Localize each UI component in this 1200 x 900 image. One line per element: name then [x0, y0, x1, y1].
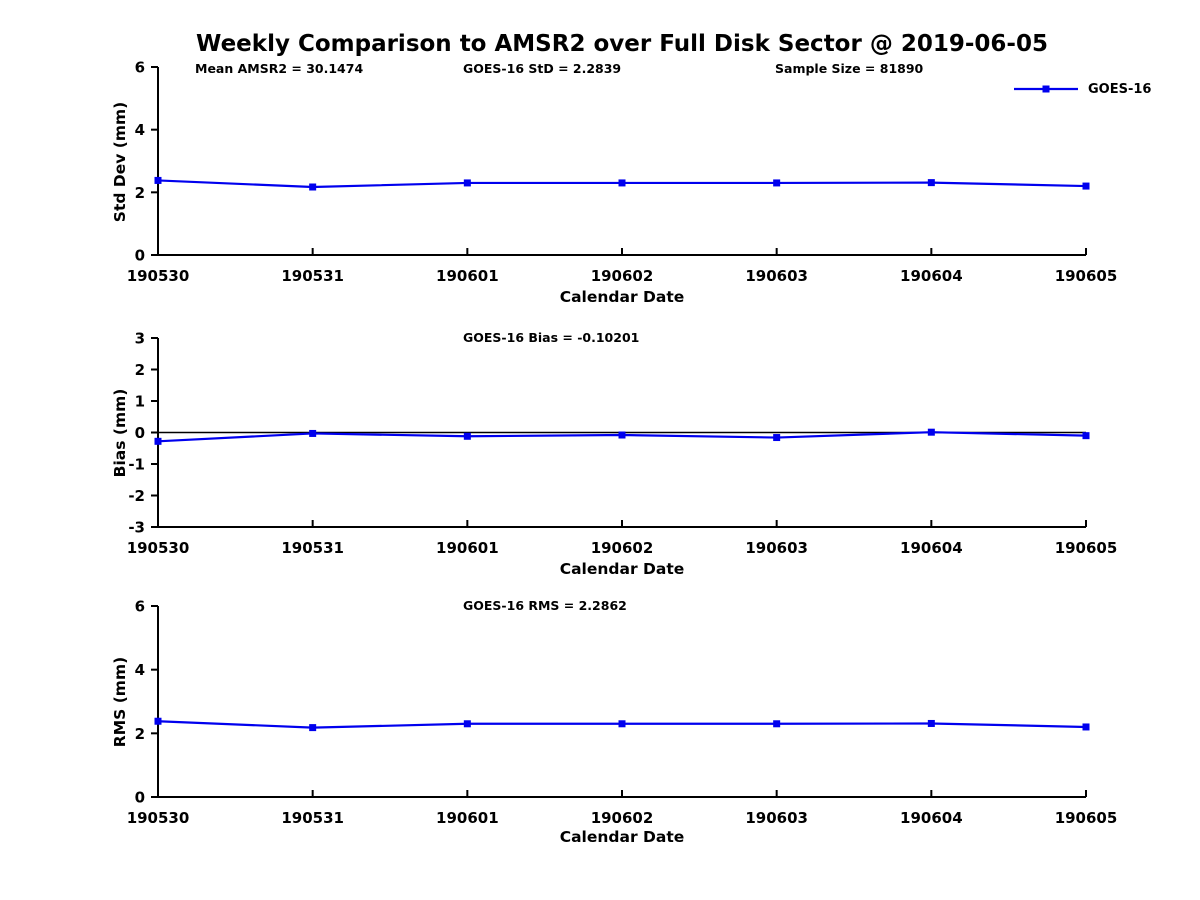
y-axis-label-std-dev: Std Dev (mm) [111, 101, 129, 223]
annotation-goes16-rms: GOES-16 RMS = 2.2862 [463, 598, 627, 613]
annotation-goes16-std: GOES-16 StD = 2.2839 [463, 61, 622, 76]
y-tick-label: -2 [128, 487, 145, 505]
x-tick-label: 190605 [1055, 267, 1118, 285]
x-tick-label: 190604 [900, 539, 963, 557]
y-tick-label: 3 [135, 330, 145, 348]
x-tick-label: 190530 [127, 809, 190, 827]
figure-title: Weekly Comparison to AMSR2 over Full Dis… [196, 31, 1048, 57]
legend-label: GOES-16 [1088, 81, 1152, 97]
y-tick-label: 6 [135, 59, 145, 77]
data-point-marker [1082, 182, 1090, 190]
annotation-mean-amsr2: Mean AMSR2 = 30.1474 [195, 61, 364, 76]
data-point-marker [309, 429, 317, 437]
data-point-marker [927, 179, 935, 187]
x-tick-label: 190603 [745, 539, 808, 557]
x-axis-label-calendar-date-1: Calendar Date [559, 288, 685, 306]
data-point-marker [1082, 723, 1090, 731]
legend-key [1014, 85, 1078, 93]
y-tick-label: 2 [135, 184, 145, 202]
x-tick-label: 190601 [436, 539, 499, 557]
data-point-marker [618, 431, 626, 439]
x-tick-label: 190531 [281, 539, 344, 557]
y-tick-label: 4 [135, 121, 145, 139]
x-tick-label: 190603 [745, 267, 808, 285]
x-tick-label: 190530 [127, 539, 190, 557]
y-tick-label: 6 [135, 598, 145, 616]
x-tick-label: 190604 [900, 267, 963, 285]
y-tick-label: 2 [135, 361, 145, 379]
data-point-marker [463, 179, 471, 187]
data-point-marker [618, 720, 626, 728]
x-axis-label-calendar-date-3: Calendar Date [559, 828, 685, 846]
data-point-marker [154, 176, 162, 184]
data-point-marker [927, 719, 935, 727]
annotation-sample-size: Sample Size = 81890 [775, 61, 924, 76]
data-point-marker [618, 179, 626, 187]
x-tick-label: 190602 [591, 809, 654, 827]
data-point-marker [154, 717, 162, 725]
data-point-marker [1082, 432, 1090, 440]
y-tick-label: -1 [128, 456, 145, 474]
data-point-marker [154, 437, 162, 445]
y-tick-label: 4 [135, 661, 145, 679]
y-tick-label: -3 [128, 519, 145, 537]
y-tick-label: 0 [135, 424, 145, 442]
x-axis-label-calendar-date-2: Calendar Date [559, 560, 685, 578]
x-tick-label: 190605 [1055, 539, 1118, 557]
data-point-marker [309, 183, 317, 191]
data-point-marker [773, 720, 781, 728]
data-point-marker [773, 179, 781, 187]
x-tick-label: 190531 [281, 809, 344, 827]
y-axis-label-rms: RMS (mm) [111, 656, 129, 748]
annotation-goes16-bias: GOES-16 Bias = -0.10201 [463, 330, 640, 345]
data-point-marker [463, 720, 471, 728]
legend-marker [1042, 85, 1050, 93]
data-point-marker [309, 724, 317, 732]
x-tick-label: 190604 [900, 809, 963, 827]
data-point-marker [773, 434, 781, 442]
y-tick-label: 1 [135, 393, 145, 411]
x-tick-label: 190602 [591, 267, 654, 285]
y-tick-label: 2 [135, 725, 145, 743]
legend: GOES-16 [1012, 80, 1151, 98]
x-tick-label: 190601 [436, 809, 499, 827]
y-axis-label-bias: Bias (mm) [111, 388, 129, 478]
x-tick-label: 190605 [1055, 809, 1118, 827]
data-point-marker [927, 428, 935, 436]
x-tick-label: 190601 [436, 267, 499, 285]
x-tick-label: 190530 [127, 267, 190, 285]
data-point-marker [463, 432, 471, 440]
x-tick-label: 190531 [281, 267, 344, 285]
x-tick-label: 190603 [745, 809, 808, 827]
y-tick-label: 0 [135, 789, 145, 807]
y-tick-label: 0 [135, 247, 145, 265]
x-tick-label: 190602 [591, 539, 654, 557]
